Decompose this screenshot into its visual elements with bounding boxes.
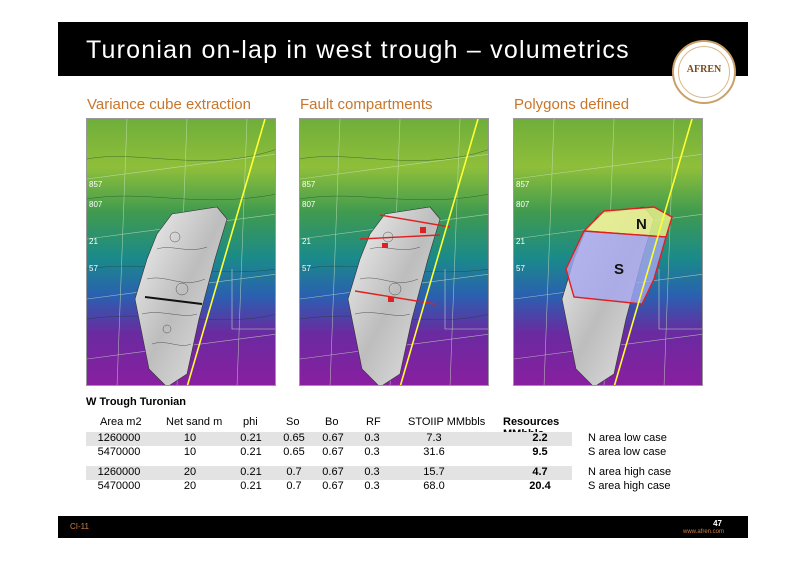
table-cell: 20.4 [529, 480, 551, 492]
table-cell: 4.7 [532, 466, 548, 478]
map-polygons-svg: N S 857 807 21 57 [514, 119, 702, 385]
slide-header: Turonian on-lap in west trough – volumet… [58, 22, 748, 76]
header-so: So [286, 416, 300, 428]
table-row-bg [86, 466, 572, 480]
map-label-57: 57 [89, 264, 98, 273]
map-label-21: 21 [516, 237, 525, 246]
header-phi: phi [243, 416, 258, 428]
map-variance-svg: 857 807 21 57 [87, 119, 275, 385]
table-cell: 20 [183, 466, 197, 478]
case-label: N area low case [588, 432, 667, 444]
header-rf: RF [366, 416, 381, 428]
map-label-21: 21 [302, 237, 311, 246]
map-label-857: 857 [516, 180, 530, 189]
map-polygons-defined: N S 857 807 21 57 [513, 118, 703, 386]
north-polygon [582, 206, 673, 238]
table-cell: 0.3 [364, 480, 380, 492]
table-cell: 0.67 [322, 480, 344, 492]
slide-title: Turonian on-lap in west trough – volumet… [86, 36, 630, 64]
table-cell: 0.7 [286, 466, 302, 478]
table-cell: 1260000 [97, 432, 141, 444]
map-label-807: 807 [302, 200, 316, 209]
afren-logo: AFREN [672, 40, 736, 104]
polygon-label-s: S [614, 261, 624, 278]
table-cell: 10 [183, 432, 197, 444]
logo-text: AFREN [686, 64, 722, 75]
table-cell: 20 [183, 480, 197, 492]
map-label-21: 21 [89, 237, 98, 246]
table-cell: 5470000 [97, 480, 141, 492]
panel-label-variance: Variance cube extraction [87, 96, 251, 113]
header-net-sand: Net sand m [166, 416, 223, 428]
table-cell: 0.21 [240, 432, 262, 444]
table-cell: 5470000 [97, 446, 141, 458]
south-polygon [565, 230, 667, 305]
website-link: www.afren.com [682, 529, 724, 535]
map-variance-cube: 857 807 21 57 [86, 118, 276, 386]
panel-label-polygons: Polygons defined [514, 96, 630, 113]
table-cell: 0.65 [283, 446, 305, 458]
header-stoiip: STOIIP MMbbls [408, 416, 486, 428]
case-label: S area low case [588, 446, 667, 458]
map-label-807: 807 [89, 200, 103, 209]
map-fault-compartments: 857 807 21 57 [299, 118, 489, 386]
table-cell: 1260000 [97, 466, 141, 478]
table-cell: 0.67 [322, 432, 344, 444]
map-label-57: 57 [516, 264, 525, 273]
table-cell: 15.7 [423, 466, 445, 478]
map-label-57: 57 [302, 264, 311, 273]
map-label-857: 857 [302, 180, 316, 189]
table-cell: 2.2 [532, 432, 548, 444]
header-area: Area m2 [100, 416, 142, 428]
footer-code: CI-11 [70, 522, 89, 531]
table-cell: 7.3 [426, 432, 442, 444]
table-cell: 0.3 [364, 446, 380, 458]
table-row-bg [86, 432, 572, 446]
panel-label-faults: Fault compartments [300, 96, 433, 113]
table-cell: 0.21 [240, 446, 262, 458]
map-label-807: 807 [516, 200, 530, 209]
table-cell: 10 [183, 446, 197, 458]
table-cell: 31.6 [423, 446, 445, 458]
polygon-label-n: N [636, 216, 647, 233]
table-cell: 0.21 [240, 480, 262, 492]
table-cell: 9.5 [532, 446, 548, 458]
table-cell: 68.0 [423, 480, 445, 492]
slide-footer: CI-11 47 www.afren.com [58, 516, 748, 538]
table-cell: 0.3 [364, 466, 380, 478]
case-label: N area high case [588, 466, 672, 478]
table-cell: 0.67 [322, 446, 344, 458]
header-bo: Bo [325, 416, 339, 428]
table-cell: 0.7 [286, 480, 302, 492]
table-cell: 0.67 [322, 466, 344, 478]
table-title: W Trough Turonian [86, 396, 186, 408]
case-label: S area high case [588, 480, 671, 492]
map-label-857: 857 [89, 180, 103, 189]
map-faults-svg: 857 807 21 57 [300, 119, 488, 385]
page-number: 47 [713, 519, 722, 528]
table-cell: 0.3 [364, 432, 380, 444]
table-cell: 0.65 [283, 432, 305, 444]
logo-ring [678, 46, 730, 98]
table-cell: 0.21 [240, 466, 262, 478]
